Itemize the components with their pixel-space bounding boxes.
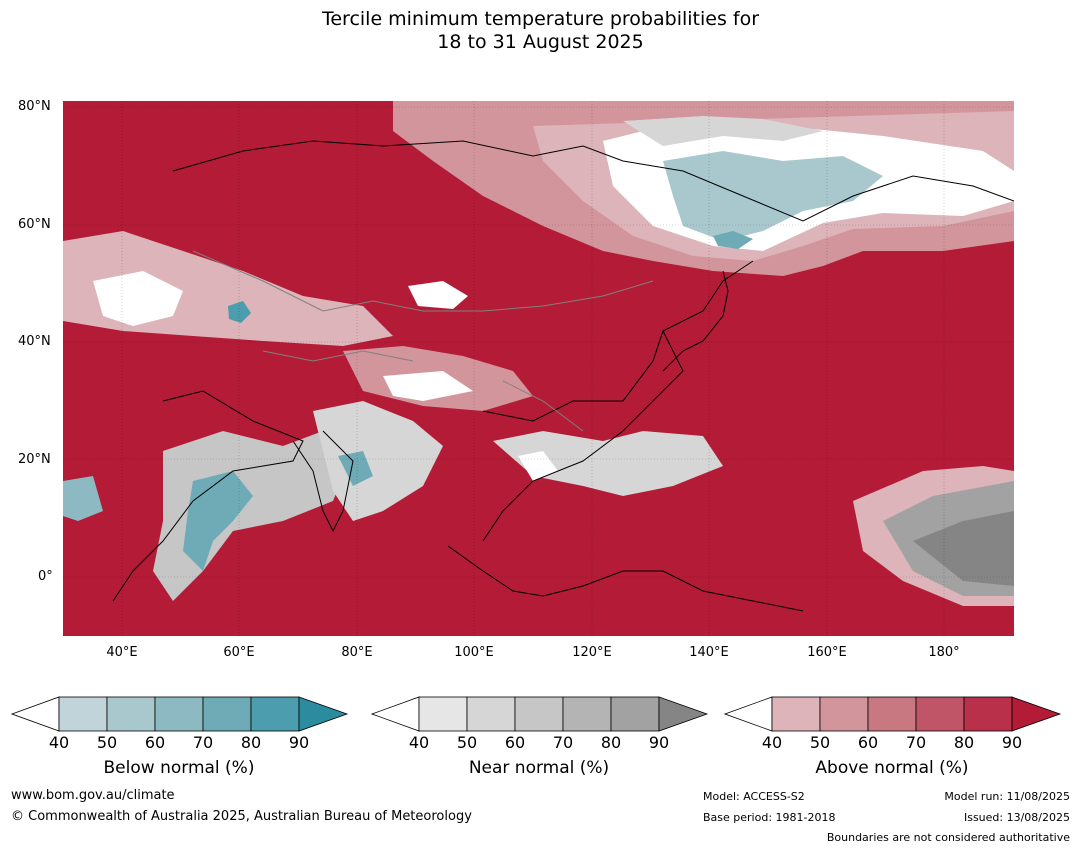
boundaries-disclaimer: Boundaries are not considered authoritat… <box>826 831 1070 844</box>
probability-map <box>63 101 1014 636</box>
colorbar-above-segment <box>867 696 917 732</box>
colorbar-near-segment <box>466 696 516 732</box>
coastline <box>112 140 1014 602</box>
lon-label-60e: 60°E <box>223 645 255 660</box>
lat-label-0: 0° <box>38 569 53 584</box>
title-line-2: 18 to 31 August 2025 <box>437 31 644 53</box>
map-gridlines <box>63 101 1014 636</box>
colorbar-near-tick: 40 <box>408 733 430 752</box>
pacific-near-normal-core <box>913 511 1014 586</box>
colorbar-below-tick: 80 <box>240 733 262 752</box>
colorbar-above-tick: 50 <box>809 733 831 752</box>
colorbar-above <box>724 696 1062 732</box>
lon-label-160e: 160°E <box>807 645 847 660</box>
colorbar-near-segment <box>562 696 612 732</box>
country-borders <box>192 250 654 432</box>
colorbar-near-tick: 60 <box>504 733 526 752</box>
colorbar-above-tick: 90 <box>1001 733 1023 752</box>
colorbar-below <box>11 696 349 732</box>
colorbar-below-tick: 90 <box>288 733 310 752</box>
colorbar-near-low-extend <box>371 696 420 732</box>
colorbar-above-high-extend <box>1011 696 1062 732</box>
colorbar-above-low-extend <box>724 696 773 732</box>
colorbar-above-tick: 80 <box>953 733 975 752</box>
lon-label-180: 180° <box>928 645 960 660</box>
colorbar-above-segment <box>915 696 965 732</box>
colorbar-below-segment <box>202 696 252 732</box>
colorbar-near-tick: 50 <box>456 733 478 752</box>
colorbar-below-high-extend <box>298 696 349 732</box>
colorbar-below-segment <box>106 696 156 732</box>
indonesia-coastline <box>447 545 804 612</box>
arctic-near-normal-region <box>623 116 823 146</box>
colorbar-near-label: Near normal (%) <box>468 758 610 778</box>
map-title: Tercile minimum temperature probabilitie… <box>0 8 1081 54</box>
lon-label-80e: 80°E <box>341 645 373 660</box>
colorbar-below-segment <box>154 696 204 732</box>
southeast-asia-near-normal-region <box>493 431 723 496</box>
colorbar-above-label: Above normal (%) <box>815 758 969 778</box>
colorbar-near-segment <box>514 696 564 732</box>
title-line-1: Tercile minimum temperature probabilitie… <box>321 8 760 30</box>
model-name: Model: ACCESS-S2 <box>703 790 805 803</box>
indochina-white-patch <box>518 451 558 481</box>
lat-label-60n: 60°N <box>18 217 51 232</box>
india-below-normal-patch <box>338 451 373 486</box>
colorbar-above-tick: 60 <box>857 733 879 752</box>
colorbar-near <box>371 696 709 732</box>
colorbar-above-segment <box>771 696 821 732</box>
colorbar-below-label: Below normal (%) <box>103 758 255 778</box>
lon-label-140e: 140°E <box>689 645 729 660</box>
website-url[interactable]: www.bom.gov.au/climate <box>11 788 175 803</box>
model-run-date: Model run: 11/08/2025 <box>944 790 1070 803</box>
colorbar-below-tick: 40 <box>48 733 70 752</box>
japan-coastline <box>662 270 729 372</box>
colorbar-near-high-extend <box>658 696 709 732</box>
lon-label-100e: 100°E <box>454 645 494 660</box>
colorbar-near-segment <box>610 696 660 732</box>
east-africa-below-normal-patch <box>63 476 103 521</box>
colorbar-below-low-extend <box>11 696 60 732</box>
base-period: Base period: 1981-2018 <box>703 811 836 824</box>
india-near-normal-region <box>313 401 443 521</box>
tibet-white-region <box>383 371 473 401</box>
caspian-below-normal-spot <box>228 301 251 323</box>
colorbar-above-tick: 70 <box>905 733 927 752</box>
colorbar-near-tick: 70 <box>552 733 574 752</box>
colorbar-above-tick: 40 <box>761 733 783 752</box>
colorbar-above-segment <box>963 696 1013 732</box>
siberia-below-normal-region <box>663 151 883 241</box>
colorbar-near-segment <box>418 696 468 732</box>
lat-label-40n: 40°N <box>18 334 51 349</box>
lon-label-40e: 40°E <box>106 645 138 660</box>
lat-label-80n: 80°N <box>18 99 51 114</box>
copyright-notice: © Commonwealth of Australia 2025, Austra… <box>11 809 472 824</box>
colorbar-below-segment <box>58 696 108 732</box>
lon-label-120e: 120°E <box>572 645 612 660</box>
central-asia-white-region <box>93 271 183 326</box>
map-canvas <box>63 101 1014 636</box>
colorbar-below-tick: 70 <box>192 733 214 752</box>
colorbar-below-segment <box>250 696 300 732</box>
colorbar-near-tick: 90 <box>648 733 670 752</box>
mongolia-white-patch <box>408 281 468 309</box>
siberia-below-normal-core <box>713 231 753 249</box>
colorbar-near-tick: 80 <box>600 733 622 752</box>
colorbar-above-segment <box>819 696 869 732</box>
issued-date: Issued: 13/08/2025 <box>963 811 1070 824</box>
colorbar-below-tick: 60 <box>144 733 166 752</box>
colorbar-below-tick: 50 <box>96 733 118 752</box>
arabian-sea-below-normal-region <box>183 471 253 571</box>
lat-label-20n: 20°N <box>18 452 51 467</box>
